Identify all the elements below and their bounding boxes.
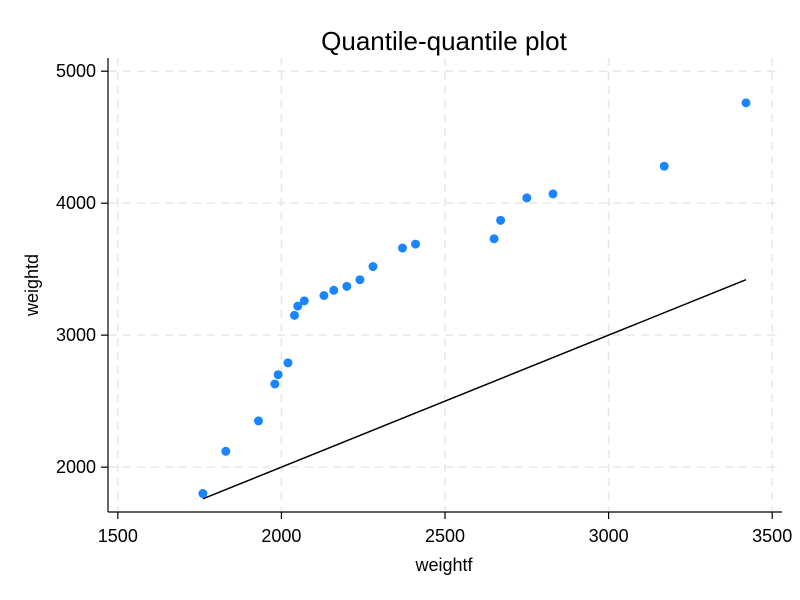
data-point-6 xyxy=(289,310,299,320)
reference-line xyxy=(202,279,747,500)
reference-line-layer xyxy=(202,279,747,500)
x-tick-label-1500: 1500 xyxy=(98,526,138,546)
data-point-13 xyxy=(368,262,378,272)
y-tick-label-4000: 4000 xyxy=(56,193,96,213)
data-point-14 xyxy=(397,243,407,253)
data-point-10 xyxy=(329,285,339,295)
data-point-7 xyxy=(293,301,303,311)
data-point-0 xyxy=(198,489,208,499)
data-point-12 xyxy=(355,275,365,285)
data-point-9 xyxy=(319,291,329,301)
chart-title: Quantile-quantile plot xyxy=(321,26,567,56)
data-point-19 xyxy=(548,189,558,199)
x-tick-label-3500: 3500 xyxy=(752,526,792,546)
y-ticks: 2000 3000 4000 5000 xyxy=(56,61,108,477)
data-point-4 xyxy=(273,370,283,380)
data-point-2 xyxy=(254,416,264,426)
data-point-20 xyxy=(659,161,669,171)
data-point-1 xyxy=(221,446,231,456)
x-ticks: 1500 2000 2500 3000 3500 xyxy=(98,512,792,546)
data-point-16 xyxy=(489,234,499,244)
y-tick-label-5000: 5000 xyxy=(56,61,96,81)
data-point-15 xyxy=(411,239,421,249)
x-axis-label: weightf xyxy=(414,555,473,575)
y-tick-label-3000: 3000 xyxy=(56,325,96,345)
y-tick-label-2000: 2000 xyxy=(56,457,96,477)
data-point-8 xyxy=(299,296,309,306)
data-point-3 xyxy=(270,379,280,389)
data-point-5 xyxy=(283,358,293,368)
x-tick-label-2500: 2500 xyxy=(425,526,465,546)
data-point-11 xyxy=(342,281,352,291)
data-point-18 xyxy=(522,193,532,203)
x-tick-label-3000: 3000 xyxy=(589,526,629,546)
grid-layer xyxy=(109,58,782,511)
data-point-21 xyxy=(741,98,751,108)
x-tick-label-2000: 2000 xyxy=(261,526,301,546)
data-points xyxy=(198,98,751,499)
y-axis-label: weightd xyxy=(22,254,42,317)
data-point-17 xyxy=(496,215,506,225)
